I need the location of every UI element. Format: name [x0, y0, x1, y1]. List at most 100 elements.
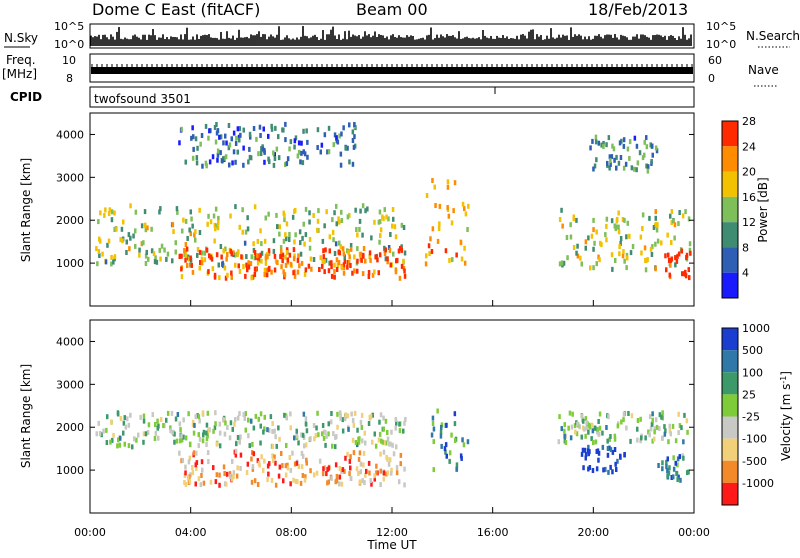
power-cell — [297, 149, 301, 155]
velocity-cell — [588, 424, 591, 430]
power-cell — [330, 273, 334, 279]
power-cell — [464, 211, 468, 217]
power-cell — [613, 157, 616, 163]
power-cell — [389, 262, 392, 268]
velocity-cell — [273, 428, 276, 434]
power-cell — [276, 224, 279, 230]
power-cell — [392, 251, 395, 257]
velocity-cell — [332, 431, 335, 437]
power-cell — [305, 128, 308, 134]
power-cell — [267, 266, 271, 272]
velocity-cell — [327, 421, 330, 427]
power-cell — [125, 239, 128, 245]
power-cell — [649, 142, 652, 148]
power-cell — [233, 252, 237, 258]
velocity-cell — [119, 435, 122, 441]
velocity-cell — [352, 422, 356, 428]
power-cell — [352, 144, 356, 150]
power-cell — [342, 270, 346, 276]
power-cell — [299, 240, 302, 246]
velocity-colorbar-tick: -25 — [742, 411, 760, 424]
velocity-cell — [199, 482, 203, 488]
velocity-cell — [289, 411, 292, 417]
velocity-cell — [127, 422, 131, 428]
velocity-cell — [97, 420, 100, 426]
velocity-cell — [575, 431, 579, 437]
velocity-cell — [286, 465, 290, 471]
velocity-cell — [245, 470, 249, 475]
power-cell — [610, 252, 614, 258]
velocity-cell — [178, 450, 181, 456]
velocity-cell — [224, 481, 228, 487]
velocity-cell — [127, 443, 131, 449]
power-cell — [178, 140, 181, 146]
power-cell — [213, 125, 217, 130]
velocity-cell — [252, 451, 256, 457]
velocity-cell — [389, 457, 392, 463]
power-cell — [619, 240, 622, 246]
power-cell — [129, 203, 132, 209]
power-cell — [347, 250, 350, 256]
velocity-cell — [289, 425, 292, 431]
power-cell — [278, 231, 281, 237]
velocity-cell — [461, 437, 464, 443]
velocity-cell — [395, 470, 399, 476]
power-cell — [359, 251, 362, 257]
power-cell — [256, 253, 259, 259]
velocity-cell — [206, 433, 209, 439]
power-cell — [250, 254, 253, 260]
power-cell — [165, 256, 168, 262]
power-cell — [600, 242, 603, 248]
power-cell — [195, 155, 199, 161]
velocity-cell — [445, 453, 448, 459]
power-cell — [324, 247, 327, 253]
power-cell — [110, 254, 113, 260]
power-cell — [429, 236, 432, 242]
power-cell — [645, 163, 648, 169]
velocity-cell — [602, 467, 605, 473]
power-cell — [253, 250, 257, 255]
velocity-cell — [197, 476, 201, 482]
power-cell — [430, 249, 434, 254]
power-cell — [219, 244, 223, 249]
power-cell — [198, 249, 202, 255]
velocity-cell — [291, 450, 294, 456]
power-cell — [188, 227, 191, 233]
velocity-cell — [184, 435, 188, 441]
power-cell — [263, 149, 266, 155]
power-cell — [189, 255, 192, 261]
power-cell — [688, 275, 691, 281]
power-ylabel: Slant Range [km] — [19, 158, 33, 262]
power-cell — [237, 263, 240, 269]
power-cell — [575, 250, 578, 256]
power-cell — [213, 272, 217, 278]
power-cell — [391, 207, 395, 212]
velocity-cell — [455, 466, 458, 472]
power-cell — [289, 261, 293, 267]
velocity-cell — [233, 421, 236, 427]
velocity-cell — [344, 412, 347, 418]
velocity-cell — [353, 410, 357, 416]
velocity-cell — [156, 425, 159, 431]
velocity-cell — [277, 473, 281, 479]
power-cell — [364, 208, 367, 214]
freq-trace-ticks — [91, 64, 693, 67]
velocity-cell — [431, 421, 435, 426]
power-y-axis: 1000 2000 3000 4000 — [56, 128, 694, 270]
x-axis-label: Time UT — [366, 538, 417, 552]
power-cell — [309, 256, 313, 262]
power-cell — [617, 160, 621, 166]
time-x-axis: 00:00 04:00 08:00 12:00 16:00 20:00 00:00 — [74, 300, 710, 539]
power-cell — [300, 260, 304, 266]
velocity-cell — [192, 450, 196, 456]
velocity-cell — [373, 476, 376, 482]
velocity-cell — [229, 474, 232, 480]
velocity-cell — [193, 422, 196, 428]
velocity-cell — [374, 443, 378, 449]
velocity-cell — [259, 440, 262, 446]
power-cell — [322, 248, 325, 254]
velocity-cell — [587, 451, 590, 457]
velocity-cell — [304, 421, 308, 427]
power-cell — [339, 162, 343, 168]
power-cell — [125, 250, 128, 255]
